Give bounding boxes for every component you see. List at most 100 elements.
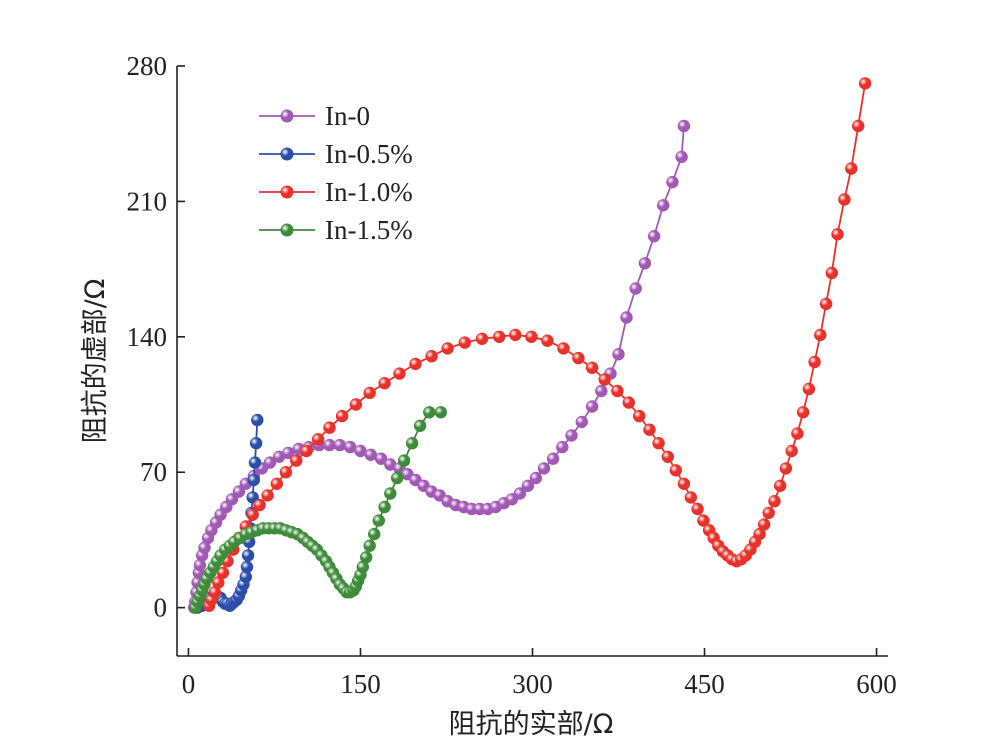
data-point (240, 560, 254, 574)
data-point (598, 373, 611, 386)
legend-item-in-1-0-: In-1.0% (259, 177, 413, 207)
data-point (814, 328, 827, 342)
data-point (397, 454, 411, 467)
y-tick-label: 280 (127, 51, 168, 81)
data-point (364, 448, 377, 461)
data-point (356, 560, 369, 574)
data-point (845, 162, 858, 175)
y-axis-title: 阻抗的虚部/Ω (80, 279, 111, 444)
data-point (525, 330, 538, 343)
data-point (697, 514, 710, 527)
data-point (391, 471, 404, 485)
data-point (691, 502, 704, 516)
data-point (413, 419, 427, 432)
data-point (249, 437, 263, 450)
x-tick-label: 450 (684, 669, 725, 699)
data-point (290, 454, 303, 467)
data-point (251, 413, 264, 427)
data-point (529, 471, 543, 485)
data-point (831, 228, 844, 241)
y-tick-label: 210 (127, 186, 168, 216)
legend-label: In-1.0% (325, 177, 413, 207)
data-point (669, 464, 682, 477)
data-point (762, 506, 775, 520)
data-point (378, 377, 391, 390)
data-point (261, 489, 274, 502)
data-point (808, 355, 821, 369)
data-point (363, 386, 376, 400)
data-point (677, 477, 691, 490)
data-point (629, 282, 642, 295)
data-point (198, 541, 211, 554)
series-in-1-5- (189, 406, 447, 614)
data-point (311, 433, 325, 446)
data-point (239, 570, 252, 583)
data-point (521, 479, 535, 492)
data-point (595, 384, 608, 398)
data-point (575, 415, 588, 429)
data-point (193, 558, 207, 572)
data-point (378, 500, 391, 514)
data-point (270, 477, 283, 490)
data-point (557, 342, 570, 355)
data-point (509, 328, 522, 342)
legend-marker (280, 109, 294, 123)
y-tick-label: 0 (154, 593, 168, 623)
data-point (344, 440, 357, 454)
data-point (612, 348, 625, 361)
data-point (757, 518, 771, 531)
data-point (253, 498, 266, 512)
data-point (434, 406, 447, 419)
data-point (458, 336, 471, 349)
data-point (423, 406, 436, 419)
data-point (620, 311, 633, 324)
data-point (363, 539, 376, 552)
data-point (785, 444, 798, 458)
data-point (565, 429, 578, 442)
y-tick-label: 70 (140, 457, 167, 487)
data-point (666, 175, 679, 189)
legend-marker (280, 147, 294, 161)
data-point (282, 446, 295, 460)
legend: In-0 In-0.5% In-1.0% In-1.5% (259, 101, 413, 245)
data-point (611, 384, 624, 398)
data-point (475, 332, 489, 345)
x-tick-label: 150 (340, 669, 381, 699)
data-point (791, 427, 804, 440)
legend-label: In-0.5% (325, 139, 413, 169)
data-point (774, 479, 787, 492)
data-point (384, 487, 397, 500)
data-point (675, 150, 688, 164)
data-point (349, 398, 363, 411)
series-in-0 (188, 119, 691, 614)
data-point (768, 495, 781, 508)
data-point (248, 456, 262, 469)
data-point (212, 576, 225, 589)
data-point (537, 462, 551, 475)
data-point (493, 330, 506, 343)
data-point (409, 357, 422, 371)
legend-item-in-0: In-0 (259, 101, 370, 131)
data-point (677, 119, 691, 133)
series-line-in-0 (193, 125, 685, 608)
data-point (279, 466, 293, 479)
data-point (441, 342, 454, 355)
data-point (546, 452, 560, 465)
data-point (585, 400, 599, 413)
data-point (622, 396, 635, 409)
data-point (652, 437, 665, 450)
data-point (368, 527, 381, 541)
data-point (393, 367, 406, 380)
data-point (661, 450, 674, 463)
x-tick-label: 600 (856, 669, 897, 699)
data-point (643, 423, 656, 436)
data-point (802, 382, 816, 396)
data-point (647, 230, 661, 243)
data-point (541, 334, 554, 347)
legend-item-in-1-5-: In-1.5% (259, 215, 413, 245)
data-point (360, 551, 373, 564)
data-point (323, 438, 336, 452)
data-point (796, 406, 810, 419)
